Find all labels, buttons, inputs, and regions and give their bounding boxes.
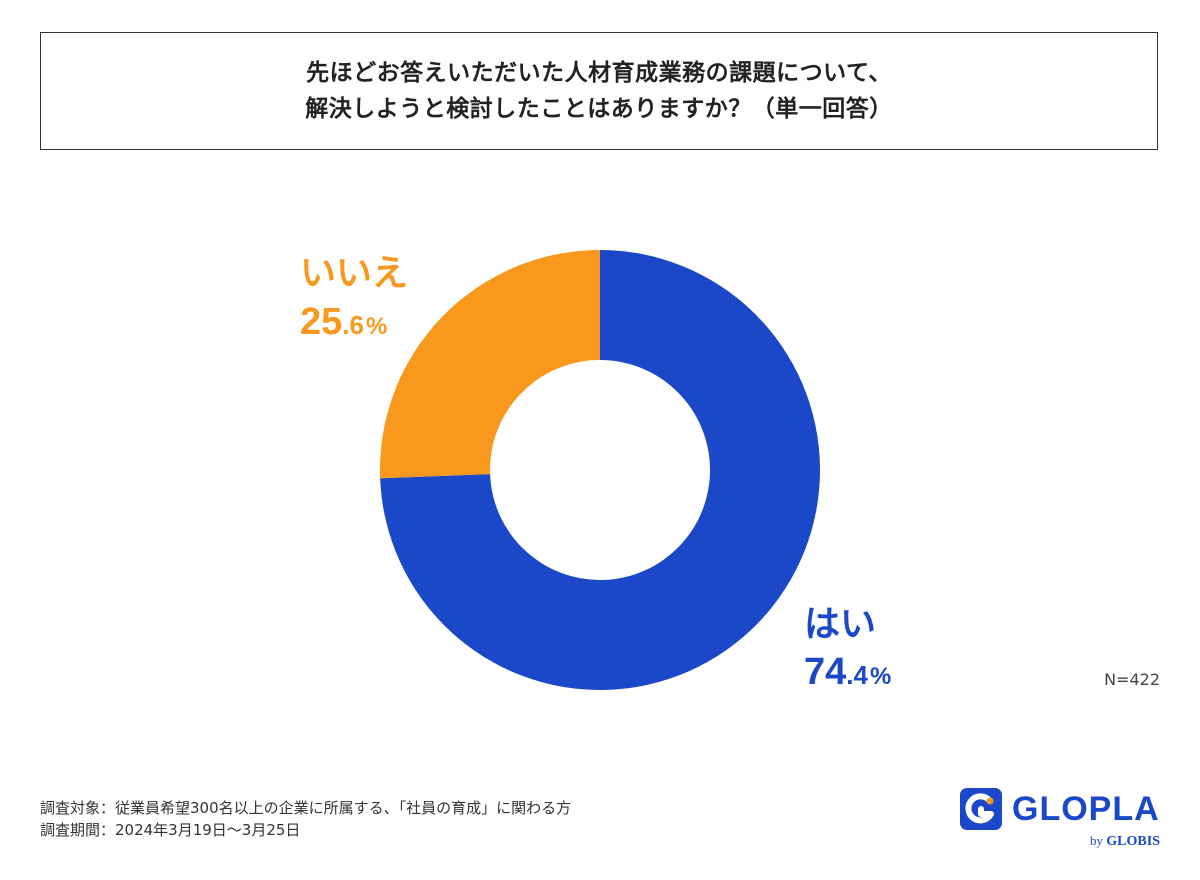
- slice-value-yes: 74.4%: [804, 651, 891, 693]
- glopla-logo-icon: [960, 788, 1002, 830]
- sample-size-label: N=422: [1104, 670, 1160, 689]
- slice-label-no: いいえ: [300, 253, 408, 294]
- slice-value-no: 25.6%: [300, 301, 387, 343]
- byline-globis: GLOBIS: [1106, 834, 1160, 849]
- survey-target-note: 調査対象：従業員希望300名以上の企業に所属する、「社員の育成」に関わる方: [40, 799, 572, 817]
- glopla-logo: GLOPLA by GLOBIS: [960, 788, 1160, 850]
- donut-slice-no: [380, 250, 600, 479]
- question-title-line-2: 解決しようと検討したことはありますか？（単一回答）: [305, 96, 893, 122]
- byline-by: by: [1090, 833, 1104, 848]
- donut-slice-yes: [380, 250, 821, 690]
- survey-period-note: 調査期間：2024年3月19日〜3月25日: [40, 821, 301, 839]
- slice-label-yes: はい: [804, 604, 876, 645]
- glopla-wordmark: GLOPLA: [1012, 790, 1160, 828]
- globis-byline: by GLOBIS: [1090, 833, 1160, 850]
- question-title-line-1: 先ほどお答えいただいた人材育成業務の課題について、: [306, 60, 892, 86]
- question-title-box: 先ほどお答えいただいた人材育成業務の課題について、 解決しようと検討したことはあ…: [40, 32, 1158, 150]
